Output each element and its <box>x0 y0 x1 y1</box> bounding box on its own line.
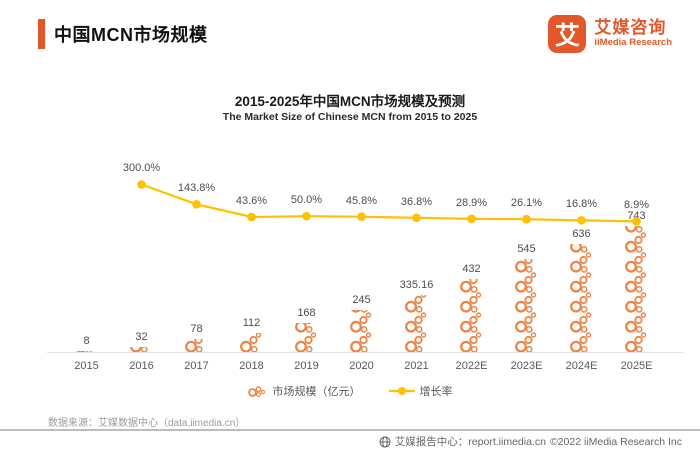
x-axis-tick-label: 2020 <box>349 360 374 372</box>
x-axis-tick-label: 2016 <box>129 360 154 372</box>
legend-label-market-size: 市场规模（亿元） <box>272 386 361 398</box>
chart-title: 2015-2025年中国MCN市场规模及预测 <box>234 94 466 109</box>
x-axis-tick-label: 2024E <box>565 360 598 372</box>
line-point <box>467 214 476 224</box>
legend: 市场规模（亿元） 增长率 <box>0 383 700 399</box>
logo-mark-icon: 艾 <box>548 15 587 53</box>
growth-rate-label: 50.0% <box>290 194 323 207</box>
bar-value-label: 545 <box>517 243 536 255</box>
line-point <box>302 211 311 221</box>
x-axis-tick-label: 2018 <box>239 360 264 372</box>
footer-divider <box>0 429 700 431</box>
pictograph-bar <box>75 350 92 352</box>
legend-item-growth-rate: 增长率 <box>388 383 453 399</box>
pictograph-bar <box>239 333 261 352</box>
title-accent-bar <box>38 19 45 49</box>
footer-report-info: 艾媒报告中心：report.iimedia.cn ©2022 iiMedia R… <box>379 434 682 449</box>
bar-value-label: 112 <box>242 317 261 329</box>
x-axis-line <box>47 352 684 353</box>
legend-label-growth-rate: 增长率 <box>419 386 453 398</box>
x-axis-tick-label: 2025E <box>620 360 653 372</box>
line-legend-icon <box>388 387 415 395</box>
pictograph-bar <box>129 347 148 352</box>
pictograph-bar <box>514 259 536 352</box>
pictograph-bar <box>184 339 203 352</box>
legend-item-market-size: 市场规模（亿元） <box>247 383 361 399</box>
bar-value-label: 335.16 <box>399 279 434 291</box>
pictograph-bar <box>349 310 371 352</box>
growth-rate-label: 8.9% <box>623 199 650 212</box>
logo-name-cn: 艾媒咨询 <box>594 18 667 38</box>
logo-name-en: iiMedia Research <box>594 37 672 49</box>
growth-rate-label: 16.8% <box>565 198 598 211</box>
bar-value-label: 78 <box>190 323 203 335</box>
bar-value-label: 743 <box>627 210 646 222</box>
growth-rate-label: 43.6% <box>235 194 268 207</box>
bar-value-label: 245 <box>352 294 371 306</box>
report-center-text: 艾媒报告中心：report.iimedia.cn <box>394 436 546 448</box>
growth-rate-label: 45.8% <box>345 194 378 207</box>
pictograph-bar <box>624 226 646 352</box>
page-title: 中国MCN市场规模 <box>54 25 208 45</box>
chart-subtitle: The Market Size of Chinese MCN from 2015… <box>222 111 478 123</box>
bar-value-label: 8 <box>83 334 90 347</box>
growth-rate-label: 36.8% <box>400 195 433 208</box>
pictograph-bar <box>459 279 481 352</box>
bar-value-label: 432 <box>462 263 481 275</box>
line-point <box>577 216 586 225</box>
growth-rate-label: 28.9% <box>455 196 488 209</box>
bar-value-label: 168 <box>297 307 316 319</box>
line-point <box>137 180 146 189</box>
pictograph-bar <box>569 244 591 352</box>
pictograph-bar <box>294 323 316 352</box>
x-axis-tick-label: 2015 <box>74 360 99 372</box>
x-axis-tick-label: 2017 <box>184 360 209 372</box>
logo-text: 艾媒咨询 iiMedia Research <box>594 19 672 48</box>
bar-value-label: 636 <box>572 228 591 240</box>
line-point <box>192 199 201 209</box>
line-point <box>522 214 531 224</box>
growth-rate-label: 26.1% <box>510 197 543 210</box>
copyright-text: ©2022 iiMedia Research Inc <box>549 435 682 448</box>
data-source-note: 数据来源：艾媒数据中心（data.iimedia.cn） <box>48 418 246 429</box>
growth-rate-label: 143.8% <box>177 182 216 195</box>
growth-rate-label: 300.0% <box>122 162 161 175</box>
x-axis-tick-label: 2019 <box>294 360 319 372</box>
x-axis-tick-label: 2021 <box>404 360 429 372</box>
plot-area: 8 2015 32 2016 78 2017 112 2018 168 2019 245 2020 33… <box>47 130 684 376</box>
line-point <box>247 212 256 222</box>
line-point <box>412 213 421 223</box>
line-point <box>357 212 366 221</box>
x-axis-tick-label: 2022E <box>455 360 488 372</box>
globe-icon <box>379 436 391 447</box>
x-axis-tick-label: 2023E <box>510 360 543 372</box>
pictograph-bar <box>404 295 426 352</box>
page-header: 中国MCN市场规模 <box>38 19 208 49</box>
iimedia-logo: 艾 艾媒咨询 iiMedia Research <box>548 15 672 53</box>
bar-value-label: 32 <box>135 331 148 343</box>
pictograph-legend-icon <box>247 385 265 397</box>
